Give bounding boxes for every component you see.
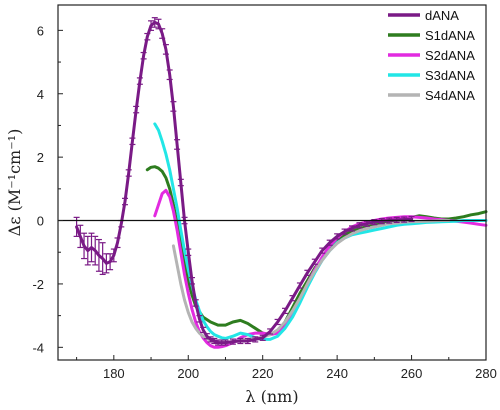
- error-bar: [237, 337, 244, 345]
- plot-frame: [57, 4, 487, 361]
- error-bar: [84, 235, 91, 266]
- error-bar: [363, 220, 370, 227]
- legend-item: S1dANA: [388, 28, 475, 43]
- series-s3dana: [153, 122, 488, 341]
- error-bar: [88, 232, 95, 263]
- error-bar: [144, 32, 151, 41]
- error-bar: [99, 242, 106, 276]
- error-bar: [81, 232, 88, 260]
- error-bar: [319, 247, 326, 254]
- error-bar: [356, 222, 363, 229]
- error-bar: [349, 225, 356, 232]
- y-tick-label: -4: [32, 340, 44, 355]
- y-tick-label: 4: [37, 87, 44, 102]
- error-bar: [125, 169, 132, 177]
- legend-label: S4dANA: [425, 88, 475, 103]
- error-bar: [222, 339, 229, 346]
- y-tick-label: 2: [37, 150, 44, 165]
- error-bar: [244, 337, 251, 345]
- x-tick-label: 220: [252, 366, 274, 381]
- error-bar: [159, 28, 166, 39]
- error-bar: [121, 197, 128, 206]
- error-bar: [162, 44, 169, 55]
- error-bar: [185, 248, 192, 257]
- error-bar: [289, 295, 296, 302]
- error-bar: [148, 20, 155, 31]
- y-tick-label: 0: [37, 214, 44, 229]
- legend-label: dANA: [425, 8, 459, 23]
- error-bar: [177, 178, 184, 187]
- error-bar: [334, 233, 341, 240]
- y-axis-title: Δε (M⁻¹cm⁻¹): [5, 129, 24, 237]
- series-layer: [73, 17, 488, 349]
- legend-label: S3dANA: [425, 68, 475, 83]
- legend: dANA S1dANA S2dANA S3dANA S4dANA: [388, 8, 475, 103]
- legend-label: S1dANA: [425, 28, 475, 43]
- error-bar: [282, 307, 289, 315]
- error-bar: [211, 337, 218, 345]
- legend-item: S2dANA: [388, 48, 475, 63]
- error-bar: [107, 253, 114, 271]
- error-bar: [207, 336, 214, 343]
- x-axis-title: λ (nm): [245, 387, 298, 406]
- error-bar: [326, 239, 333, 246]
- x-axis: 180 200 220 240 260 280: [76, 355, 497, 381]
- error-bar: [174, 139, 181, 150]
- error-bar: [166, 69, 173, 81]
- error-bar: [170, 101, 177, 112]
- error-bar: [259, 334, 266, 341]
- x-tick-label: 180: [103, 366, 125, 381]
- error-bar: [196, 315, 203, 323]
- y-tick-label: -2: [32, 277, 44, 292]
- legend-label: S2dANA: [425, 48, 475, 63]
- error-bar: [151, 17, 158, 28]
- error-bar: [95, 238, 102, 272]
- error-bar: [203, 333, 210, 340]
- series-line-dana: [75, 20, 414, 345]
- x-tick-label: 280: [475, 366, 497, 381]
- y-axis: -4 -2 0 2 4 6: [32, 23, 63, 355]
- error-bar: [188, 276, 195, 285]
- series-s4dana: [171, 219, 451, 345]
- error-bar: [133, 105, 140, 114]
- series-line-s3dana: [153, 122, 488, 341]
- error-bar: [129, 137, 136, 146]
- error-bar: [136, 77, 143, 85]
- x-tick-label: 200: [177, 366, 199, 381]
- error-bar: [378, 218, 385, 225]
- error-bar: [77, 224, 84, 249]
- error-bar: [140, 51, 147, 60]
- series-dana: [73, 17, 415, 346]
- error-bar: [311, 258, 318, 265]
- x-tick-label: 260: [401, 366, 423, 381]
- error-bar: [192, 299, 199, 307]
- legend-item: dANA: [388, 8, 459, 23]
- error-bar: [341, 228, 348, 235]
- error-bar: [92, 235, 99, 266]
- error-bar: [252, 336, 259, 343]
- error-bar: [393, 216, 400, 224]
- error-bar: [114, 237, 121, 249]
- error-bar: [304, 269, 311, 276]
- error-bar: [401, 216, 408, 223]
- error-bar: [274, 318, 281, 326]
- legend-item: S4dANA: [388, 88, 475, 103]
- error-bar: [267, 328, 274, 335]
- error-bar: [229, 338, 236, 345]
- error-bar: [110, 248, 117, 263]
- y-tick-label: 6: [37, 23, 44, 38]
- x-tick-label: 240: [326, 366, 348, 381]
- error-bar: [118, 219, 125, 228]
- legend-item: S3dANA: [388, 68, 475, 83]
- series-line-s4dana: [171, 219, 451, 345]
- error-bar: [296, 282, 303, 289]
- error-bar: [200, 326, 207, 334]
